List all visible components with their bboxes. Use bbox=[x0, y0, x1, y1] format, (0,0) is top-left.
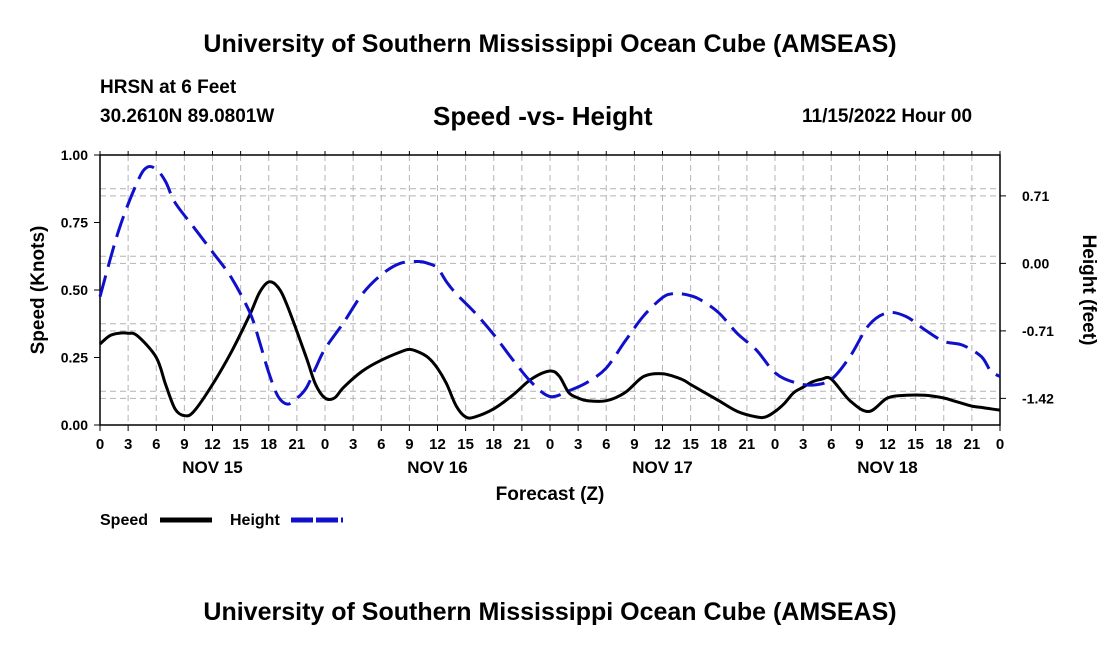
legend-label: Speed bbox=[100, 512, 148, 529]
y-tick-label: 1.00 bbox=[61, 147, 88, 163]
series-line-speed bbox=[98, 280, 1001, 420]
y-axis-title: Speed (Knots) bbox=[28, 226, 49, 355]
x-tick-label: 18 bbox=[935, 436, 952, 453]
x-tick-label: 18 bbox=[485, 436, 502, 453]
x-tick-label: 12 bbox=[429, 436, 446, 453]
chart-subtitle: Speed -vs- Height bbox=[433, 101, 653, 131]
y-tick-label: 0.00 bbox=[61, 417, 88, 433]
day-label: NOV 17 bbox=[632, 458, 692, 477]
x-tick-label: 18 bbox=[260, 436, 277, 453]
x-tick-label: 6 bbox=[827, 436, 835, 453]
x-tick-label: 0 bbox=[771, 436, 779, 453]
y2-tick-label: 0.00 bbox=[1022, 255, 1049, 271]
x-tick-label: 15 bbox=[232, 436, 249, 453]
series-line-height bbox=[98, 164, 1001, 406]
day-label: NOV 18 bbox=[857, 458, 917, 477]
y2-tick-label: 0.71 bbox=[1022, 188, 1049, 204]
x-tick-label: 15 bbox=[457, 436, 474, 453]
x-tick-label: 0 bbox=[96, 436, 104, 453]
x-tick-label: 6 bbox=[377, 436, 385, 453]
x-tick-label: 21 bbox=[964, 436, 981, 453]
x-tick-label: 0 bbox=[321, 436, 329, 453]
chart-title: University of Southern Mississippi Ocean… bbox=[203, 30, 897, 58]
y2-tick-label: -1.42 bbox=[1022, 390, 1054, 406]
footer-title: University of Southern Mississippi Ocean… bbox=[203, 598, 897, 626]
x-tick-label: 12 bbox=[654, 436, 671, 453]
y2-axis-title: Height (feet) bbox=[1078, 235, 1099, 346]
x-tick-label: 9 bbox=[405, 436, 413, 453]
x-tick-label: 0 bbox=[546, 436, 554, 453]
x-tick-label: 0 bbox=[996, 436, 1004, 453]
x-tick-label: 3 bbox=[124, 436, 132, 453]
x-tick-label: 9 bbox=[855, 436, 863, 453]
x-tick-label: 6 bbox=[602, 436, 610, 453]
x-tick-label: 9 bbox=[180, 436, 188, 453]
x-tick-label: 18 bbox=[710, 436, 727, 453]
x-tick-label: 12 bbox=[204, 436, 221, 453]
y-tick-label: 0.25 bbox=[61, 350, 88, 366]
day-label: NOV 16 bbox=[407, 458, 467, 477]
x-tick-label: 3 bbox=[349, 436, 357, 453]
x-tick-label: 3 bbox=[799, 436, 807, 453]
day-label: NOV 15 bbox=[182, 458, 242, 477]
coordinates-label: 30.2610N 89.0801W bbox=[100, 106, 275, 127]
y2-tick-label: -0.71 bbox=[1022, 323, 1054, 339]
x-tick-label: 9 bbox=[630, 436, 638, 453]
x-tick-label: 15 bbox=[682, 436, 699, 453]
x-tick-label: 21 bbox=[739, 436, 756, 453]
x-tick-label: 21 bbox=[289, 436, 306, 453]
y-tick-label: 0.75 bbox=[61, 215, 88, 231]
y-tick-label: 0.50 bbox=[61, 282, 88, 298]
x-axis-title: Forecast (Z) bbox=[496, 484, 605, 505]
x-tick-label: 15 bbox=[907, 436, 924, 453]
x-tick-label: 12 bbox=[879, 436, 896, 453]
datetime-label: 11/15/2022 Hour 00 bbox=[802, 106, 973, 127]
x-tick-label: 6 bbox=[152, 436, 160, 453]
x-tick-label: 3 bbox=[574, 436, 582, 453]
station-label: HRSN at 6 Feet bbox=[100, 77, 237, 98]
x-tick-label: 21 bbox=[514, 436, 531, 453]
legend-label: Height bbox=[230, 512, 280, 529]
